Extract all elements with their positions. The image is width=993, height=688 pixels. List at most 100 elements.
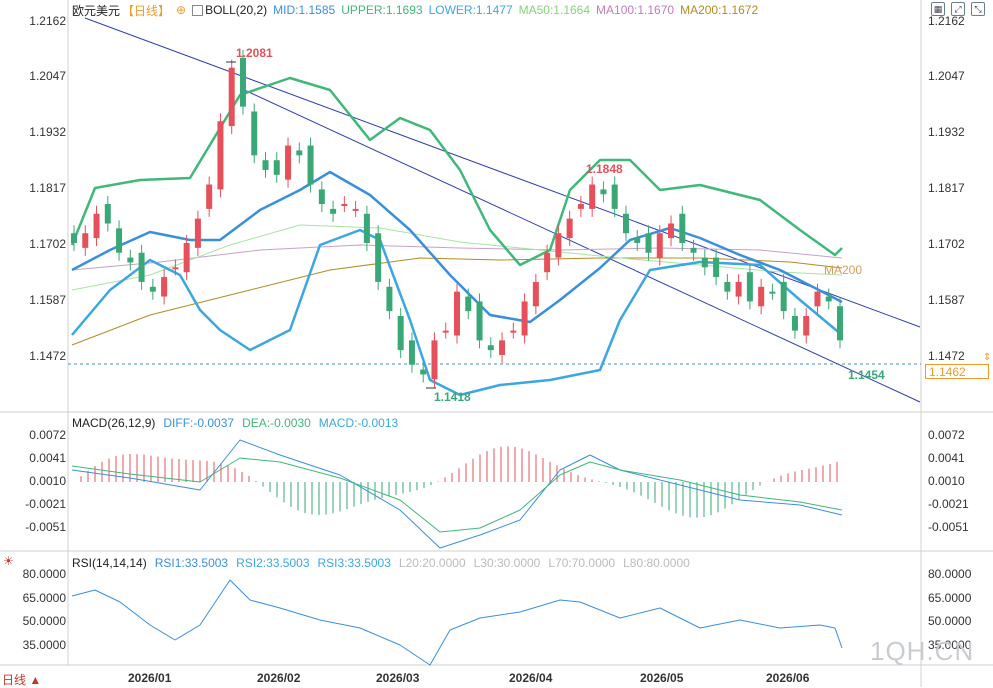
macd-tick-label-l: 0.0072	[29, 428, 66, 442]
candle-body	[566, 218, 573, 239]
settings-icon[interactable]	[192, 4, 204, 16]
price-arrow-icon: ⇕	[983, 352, 992, 363]
macd-legend: MACD(26,12,9) DIFF:-0.0037 DEA:-0.0030 M…	[72, 416, 398, 430]
candle-body	[476, 301, 483, 341]
rsi-tick-label-r: 35.0000	[928, 638, 972, 652]
candle-body	[149, 286, 156, 292]
candle-body	[780, 281, 787, 312]
rsi1-label: RSI1:33.5003	[154, 556, 229, 570]
price-tick-label-l: 1.1587	[29, 293, 66, 307]
rsi-tick-label-l: 35.0000	[22, 638, 66, 652]
candle-body	[93, 213, 100, 239]
candle-body	[251, 111, 258, 156]
candle-body	[803, 316, 810, 336]
date-tick-label: 2026/02	[257, 671, 301, 685]
price-tick-label-l: 1.1472	[29, 349, 66, 363]
period-label[interactable]: 【日线】	[122, 3, 171, 18]
current-price-tag: 1.1462	[925, 364, 989, 379]
candle-body	[746, 272, 753, 302]
l80-label: L80:80.0000	[623, 556, 690, 570]
boll-mid: MID:1.1585	[273, 3, 336, 17]
candle-body	[104, 204, 111, 224]
price-tick-label-l: 1.1702	[29, 237, 66, 251]
candle-body	[611, 184, 618, 209]
price-tick-label-l: 1.2162	[29, 14, 66, 28]
rsi3-label: RSI3:33.5003	[317, 556, 391, 570]
price-tick-label-r: 1.1817	[928, 181, 965, 195]
symbol-label: 欧元美元	[72, 3, 121, 18]
grid-icon[interactable]: ▦	[931, 2, 945, 16]
candle-body	[510, 330, 517, 333]
boll-label: BOLL(20,2)	[205, 3, 268, 17]
candle-body	[431, 340, 438, 380]
price-tick-label-r: 1.1587	[928, 293, 965, 307]
target-icon[interactable]: ⊕	[176, 3, 187, 17]
macd-title: MACD(26,12,9)	[72, 416, 156, 430]
period-button[interactable]: 日线 ▲	[2, 673, 42, 687]
ma200-tag: MA200	[824, 263, 863, 277]
candle-body	[71, 233, 77, 243]
candle-body	[656, 233, 663, 258]
macd-diff: DIFF:-0.0037	[163, 416, 235, 430]
candle-body	[521, 301, 528, 336]
candle-body	[262, 160, 269, 170]
candle-body	[307, 145, 314, 185]
boll-lower: LOWER:1.1477	[428, 3, 513, 17]
macd-tick-label-r: -0.0021	[928, 497, 969, 511]
candle-body	[577, 204, 584, 209]
candle-body	[172, 267, 179, 270]
date-tick-label: 2026/06	[766, 671, 810, 685]
ma100-label: MA100:1.1670	[596, 3, 675, 17]
price-tick-label-l: 1.2047	[29, 69, 66, 83]
macd-dea: DEA:-0.0030	[242, 416, 311, 430]
annotation-low: 1.1418	[434, 390, 471, 404]
candle-body	[555, 233, 562, 258]
candle-body	[499, 340, 506, 355]
rsi-tick-label-l: 65.0000	[22, 591, 66, 605]
candle-body	[116, 228, 123, 253]
date-tick-label: 2026/01	[128, 671, 172, 685]
candle-body	[791, 316, 798, 331]
price-tick-label-r: 1.1472	[928, 349, 965, 363]
rsi-tick-label-r: 80.0000	[928, 567, 972, 581]
candle-body	[487, 345, 494, 351]
rsi-title: RSI(14,14,14)	[72, 556, 147, 570]
candle-body	[465, 296, 472, 312]
candle-body	[228, 67, 235, 127]
candle-body	[544, 252, 551, 273]
candle-body	[296, 150, 303, 156]
price-tick-label-l: 1.1932	[29, 125, 66, 139]
price-tick-label-r: 1.1702	[928, 237, 965, 251]
candle-body	[386, 286, 393, 312]
candle-body	[600, 189, 607, 195]
watermark: 1QH.CN	[870, 636, 975, 666]
rsi-legend: RSI(14,14,14) RSI1:33.5003 RSI2:33.5003 …	[72, 556, 690, 570]
date-tick-label: 2026/04	[509, 671, 553, 685]
candle-body	[713, 257, 720, 278]
candle-body	[690, 247, 697, 253]
l30-label: L30:30.0000	[473, 556, 541, 570]
macd-value: MACD:-0.0013	[318, 416, 399, 430]
boll-lower-line	[71, 228, 843, 397]
annotation-high: 1.2081	[236, 46, 273, 60]
ma50-line	[71, 224, 843, 291]
expand-icon[interactable]: ⤡	[971, 2, 985, 16]
candle-body	[758, 286, 765, 307]
candle-body	[82, 233, 89, 248]
boll-upper-line	[70, 76, 843, 267]
candle-body	[363, 213, 370, 243]
macd-tick-label-r: -0.0051	[928, 520, 969, 534]
channel-lower-line	[239, 87, 921, 403]
candle-body	[183, 242, 190, 273]
date-tick-label: 2026/05	[640, 671, 684, 685]
candle-body	[420, 369, 427, 375]
rsi-tick-label-r: 65.0000	[928, 591, 972, 605]
candle-body	[701, 257, 708, 268]
fullscreen-icon[interactable]: ⤢	[951, 2, 965, 16]
macd-tick-label-l: -0.0021	[25, 497, 66, 511]
rsi-settings-icon[interactable]: ☀	[3, 554, 14, 568]
macd-tick-label-r: 0.0041	[928, 451, 965, 465]
macd-tick-label-l: 0.0041	[29, 451, 66, 465]
rsi-line	[71, 579, 843, 666]
